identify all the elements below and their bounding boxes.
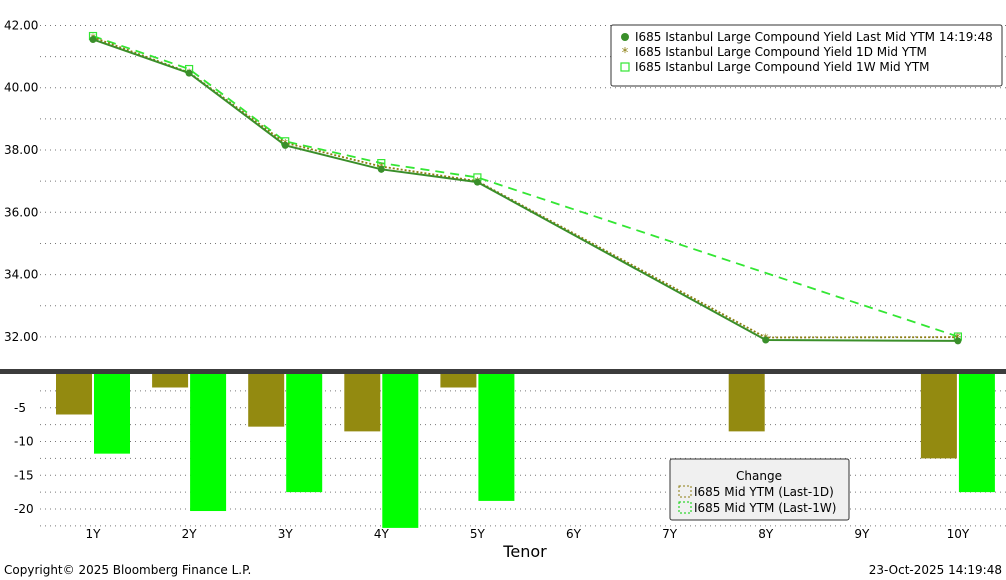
top-y-tick-label: 42.00 [4,18,38,32]
x-tick-label: 2Y [182,527,198,541]
x-axis-ticks: 1Y 2Y 3Y 4Y 5Y 6Y 7Y 8Y 9Y 10Y [86,527,970,541]
change-bar-1d-1Y [56,374,92,415]
x-tick-label: 7Y [662,527,678,541]
change-bar-1d-4Y [344,374,381,432]
top-y-tick-label: 38.00 [4,143,38,157]
change-bar-1d-3Y [248,374,285,427]
change-legend-swatch [678,485,692,498]
x-tick-label: 6Y [566,527,582,541]
change-bar-1w-5Y [478,374,515,501]
top-y-tick-label: 40.00 [4,81,38,95]
series-point-last [954,337,962,345]
change-legend-swatch [678,501,692,514]
change-legend-title: Change [736,469,782,483]
series-point-last [185,69,193,77]
change-bar-1d-10Y [920,374,957,459]
top-legend: I685 Istanbul Large Compound Yield Last … [610,24,1003,87]
change-legend-label: I685 Mid YTM (Last-1W) [694,501,836,515]
top-y-tick-label: 32.00 [4,330,38,344]
x-tick-label: 5Y [470,527,486,541]
series-point-last [89,35,97,43]
change-bar-1d-5Y [440,374,477,388]
change-legend-label: I685 Mid YTM (Last-1D) [694,485,834,499]
series-point-last [377,165,385,173]
change-bar-1w-4Y [382,374,419,528]
x-tick-label: 9Y [854,527,870,541]
series-point-last [473,178,481,186]
legend-marker-1d: * [622,46,629,61]
top-y-tick-label: 34.00 [4,268,38,282]
x-tick-label: 4Y [374,527,390,541]
top-panel-gridlines [40,24,1006,338]
x-axis-label: Tenor [502,542,547,560]
legend-label: I685 Istanbul Large Compound Yield 1D Mi… [635,45,927,59]
top-y-tick-label: 36.00 [4,205,38,219]
bottom-panel-y-ticks: -5 -10 -15 -20 [14,401,34,516]
legend-label: I685 Istanbul Large Compound Yield Last … [635,30,993,44]
change-bar-1w-1Y [94,374,130,454]
bottom-y-tick-label: -10 [14,435,34,449]
x-tick-label: 3Y [278,527,294,541]
bottom-panel-bars [56,374,995,528]
top-panel-y-ticks: 32.00 34.00 36.00 38.00 40.00 42.00 [4,18,38,343]
panel-divider [0,369,1006,374]
series-line-2 [92,35,959,338]
copyright-text: Copyright© 2025 Bloomberg Finance L.P. [4,563,252,577]
top-panel-series: ******* [88,31,963,345]
change-legend: Change I685 Mid YTM (Last-1D) I685 Mid YT… [669,458,850,521]
legend-label: I685 Istanbul Large Compound Yield 1W Mi… [635,60,930,74]
legend-marker-last [621,33,629,41]
x-tick-label: 10Y [947,527,970,541]
x-tick-label: 8Y [758,527,774,541]
change-bar-1w-3Y [286,374,323,493]
change-bar-1w-2Y [190,374,227,512]
change-bar-1d-8Y [728,374,765,432]
bottom-panel-gridlines [40,390,1006,527]
legend-marker-1w [620,62,630,72]
series-point-last [762,336,770,344]
yield-curve-chart: ******* 32.00 34.00 36.00 38.00 40.00 42.00 -… [0,18,1006,560]
series-point-last [281,141,289,149]
x-tick-label: 1Y [86,527,102,541]
change-bar-1w-10Y [958,374,995,493]
change-bar-1d-2Y [152,374,189,388]
timestamp-text: 23-Oct-2025 14:19:48 [868,563,1002,577]
bottom-y-tick-label: -5 [14,401,26,415]
bottom-y-tick-label: -15 [14,468,34,482]
bottom-y-tick-label: -20 [14,502,34,516]
